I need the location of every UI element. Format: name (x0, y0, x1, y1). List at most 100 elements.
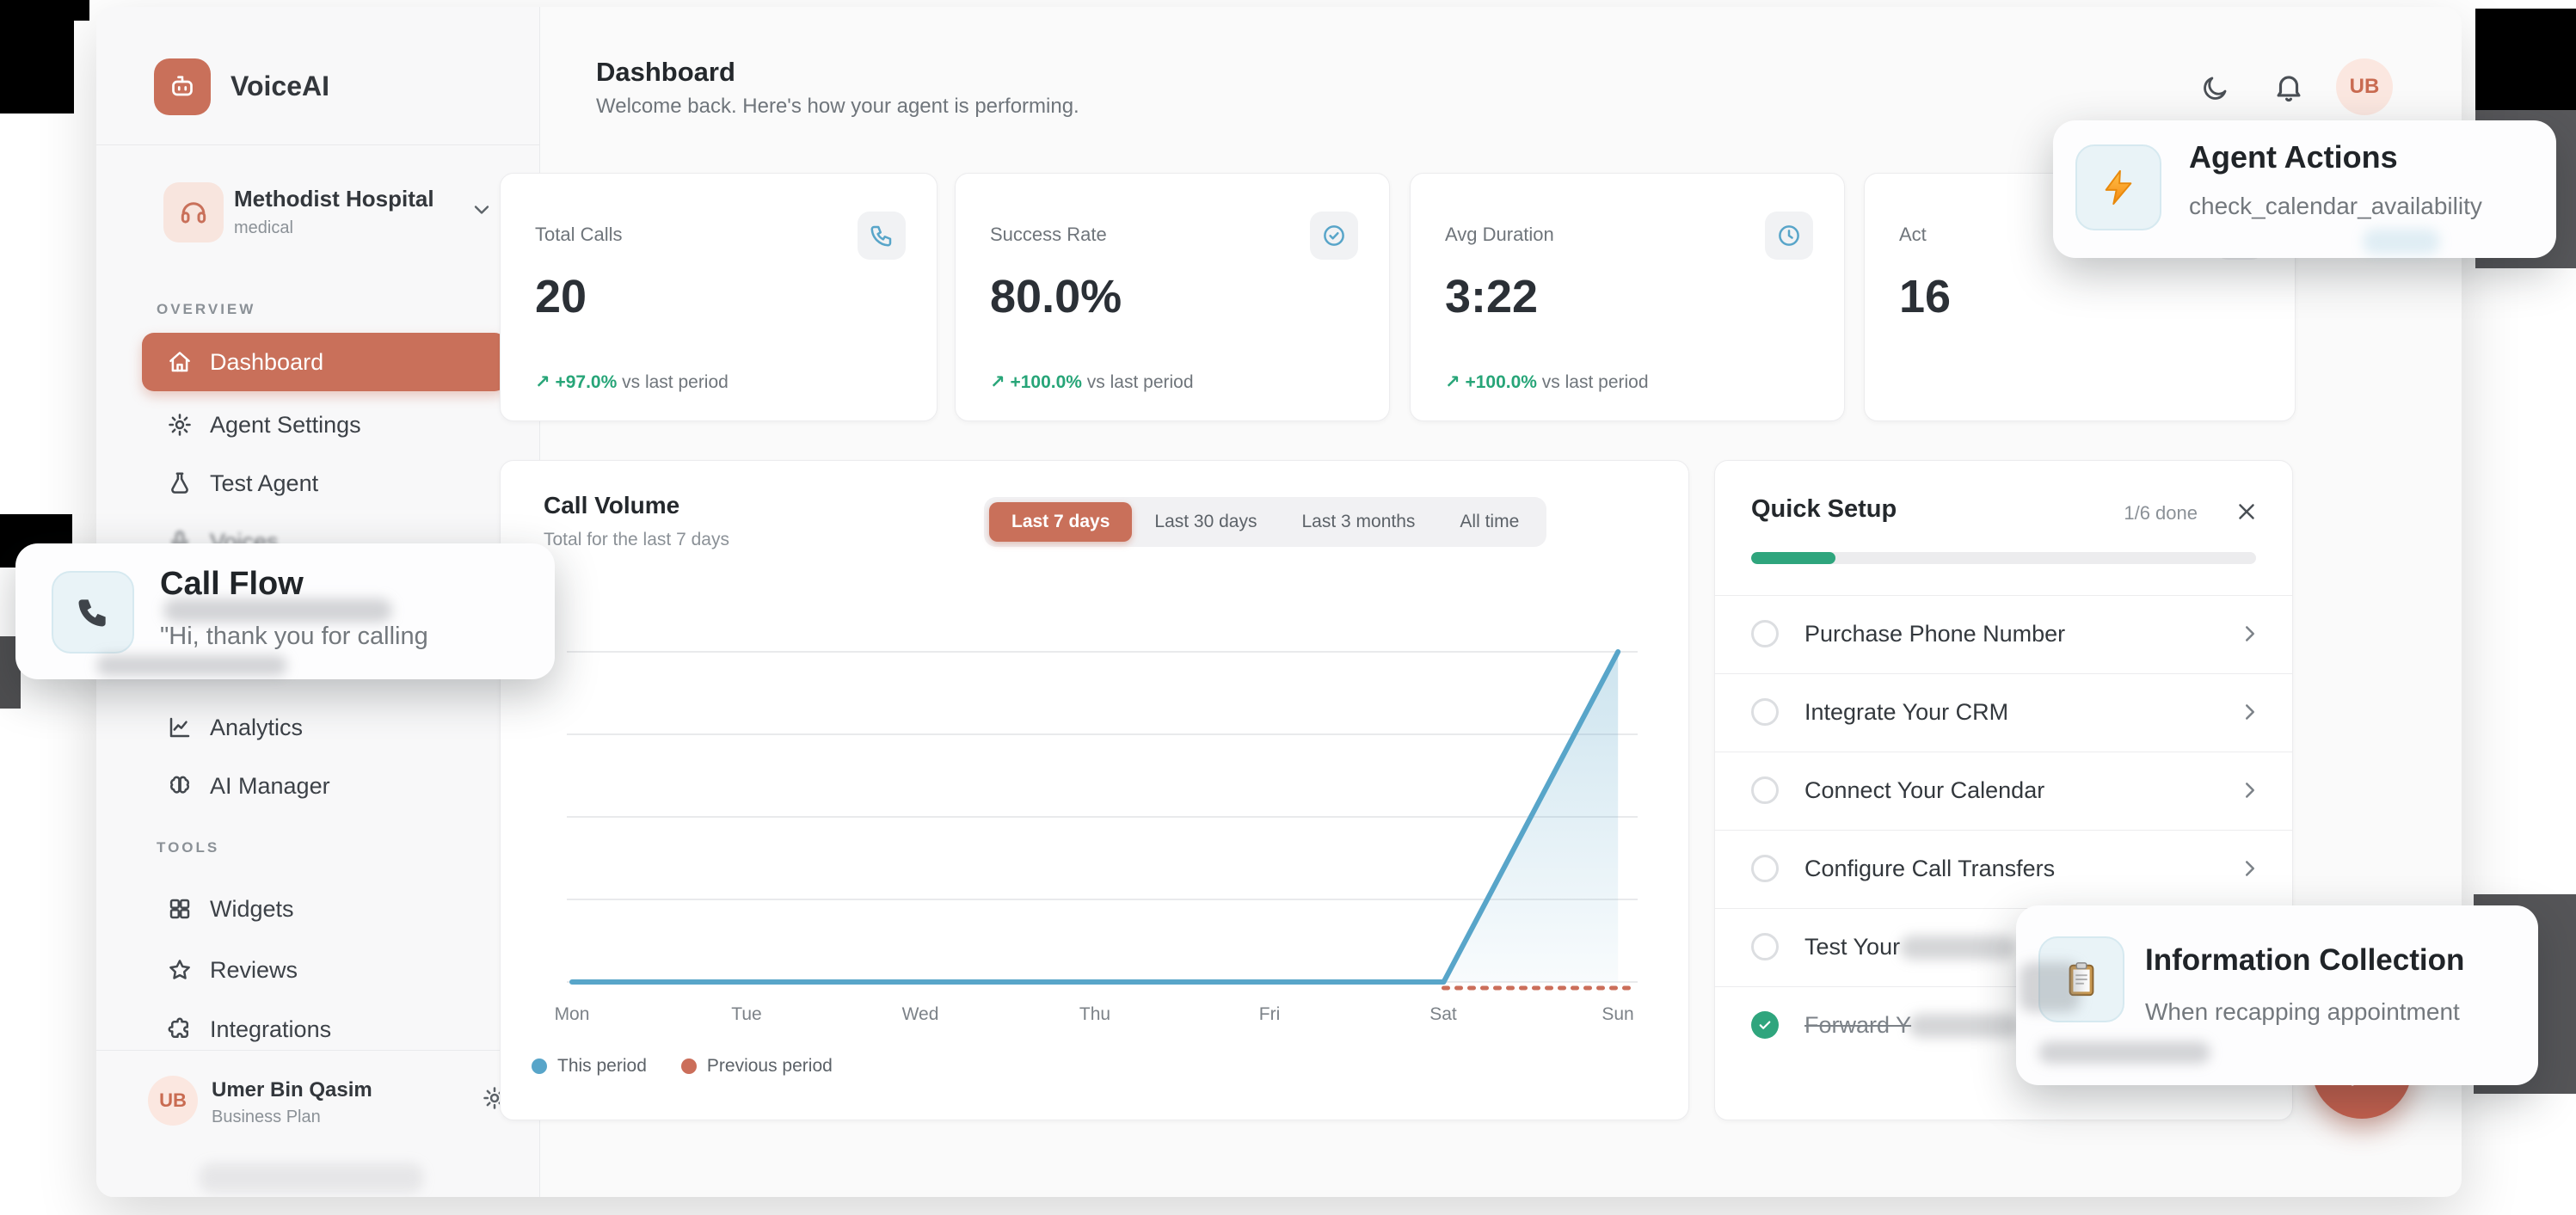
voiceai-logo (154, 58, 211, 115)
legend-label: Previous period (706, 1056, 833, 1076)
sidebar-item-dashboard[interactable]: Dashboard (142, 333, 507, 391)
x-axis-label: Sat (1429, 1004, 1457, 1024)
blur-smudge (200, 1163, 423, 1193)
puzzle-icon (168, 1017, 188, 1038)
blur-smudge (96, 655, 287, 676)
tab-all-time[interactable]: All time (1460, 512, 1520, 531)
row-divider (1715, 908, 2292, 909)
chart-legend: This period Previous period (532, 1056, 833, 1077)
sidebar-item-ai-manager[interactable]: AI Manager (142, 757, 507, 815)
chevron-right-icon (2237, 699, 2263, 725)
nav-label: AI Manager (210, 772, 330, 799)
sidebar-item-reviews[interactable]: Reviews (142, 941, 507, 999)
legend-dot-previous-period (680, 1059, 697, 1074)
robot-icon (172, 76, 193, 96)
x-axis-label: Fri (1258, 1004, 1281, 1024)
user-avatar: UB (148, 1076, 198, 1126)
row-divider (1715, 830, 2292, 831)
pending-circle-icon (1751, 933, 1779, 960)
setup-item-forward-your-calls[interactable]: Forward Y (1715, 986, 2292, 1065)
sidebar-item-analytics[interactable]: Analytics (142, 698, 507, 757)
section-label-tools: TOOLS (157, 839, 220, 856)
user-name: Umer Bin Qasim (212, 1078, 372, 1101)
stat-card-total-calls: Total Calls 20 ↗ +97.0% vs last period (500, 173, 938, 421)
trend-arrow-icon: ↗ (535, 372, 550, 392)
backdrop-block-top-left-2 (0, 0, 74, 114)
nav-label: Test Agent (210, 469, 319, 496)
stat-value: 3:22 (1445, 271, 1539, 322)
tab-last-7-days[interactable]: Last 7 days (989, 502, 1133, 542)
app-window: VoiceAI Methodist Hospital medical OVERV… (96, 7, 2462, 1197)
tab-last-30-days[interactable]: Last 30 days (1154, 512, 1257, 531)
nav-label: Integrations (210, 1016, 332, 1042)
stat-delta: ↗ +97.0% vs last period (535, 372, 729, 392)
call-volume-chart (567, 649, 1638, 991)
notifications-bell-icon[interactable] (2272, 71, 2305, 103)
quick-setup-progress-bar (1751, 552, 2256, 564)
lightning-icon (2075, 144, 2161, 230)
legend-label: This period (557, 1056, 647, 1076)
gear-icon (169, 414, 191, 436)
trend-arrow-icon: ↗ (1445, 372, 1460, 392)
blur-smudge (163, 598, 392, 623)
x-axis-label: Wed (901, 1004, 939, 1024)
sidebar-item-widgets[interactable]: Widgets (142, 880, 507, 938)
x-axis-label: Sun (1602, 1004, 1634, 1024)
setup-item-connect-calendar[interactable]: Connect Your Calendar (1715, 752, 2292, 830)
clock-icon (1765, 212, 1813, 260)
sidebar-item-agent-settings[interactable]: Agent Settings (142, 396, 507, 454)
setup-item-purchase-phone-number[interactable]: Purchase Phone Number (1715, 595, 2292, 673)
stat-value: 80.0% (990, 271, 1122, 322)
setup-item-integrate-crm[interactable]: Integrate Your CRM (1715, 673, 2292, 752)
callout-title: Call Flow (160, 566, 304, 602)
callout-title: Information Collection (2145, 943, 2465, 977)
blur-smudge (1909, 1014, 2020, 1038)
sidebar-item-test-agent[interactable]: Test Agent (142, 454, 507, 512)
headset-icon (163, 182, 224, 242)
stat-value: 16 (1899, 271, 1952, 322)
call-volume-title: Call Volume (544, 492, 680, 519)
information-collection-callout: Information Collection When recapping ap… (2016, 905, 2538, 1085)
clipboard-icon (2038, 936, 2124, 1022)
dark-mode-moon-icon[interactable] (2200, 74, 2229, 103)
row-divider (1715, 986, 2292, 987)
header-avatar[interactable]: UB (2336, 58, 2393, 115)
sidebar-item-integrations[interactable]: Integrations (142, 1000, 507, 1059)
flask-icon (171, 472, 188, 494)
setup-item-configure-call-transfers[interactable]: Configure Call Transfers (1715, 830, 2292, 908)
stat-delta: ↗ +100.0% vs last period (990, 372, 1194, 392)
x-axis-label: Tue (731, 1004, 762, 1024)
blur-smudge (2020, 962, 2080, 1012)
call-flow-callout: Call Flow "Hi, thank you for calling (15, 543, 555, 679)
row-divider (1715, 595, 2292, 596)
stat-label: Success Rate (990, 224, 1107, 245)
pending-circle-icon (1751, 776, 1779, 804)
x-axis-label: Mon (554, 1004, 590, 1024)
grid-icon (169, 899, 190, 919)
callout-subtitle: check_calendar_availability (2189, 193, 2482, 219)
chevron-down-icon (470, 198, 494, 222)
stat-delta: ↗ +100.0% vs last period (1445, 372, 1649, 392)
home-icon (169, 352, 190, 372)
nav-label: Widgets (210, 895, 294, 922)
call-volume-subtitle: Total for the last 7 days (544, 530, 729, 549)
sidebar-divider (96, 144, 539, 145)
close-icon[interactable] (2234, 499, 2259, 525)
time-range-tabs: Last 7 days Last 30 days Last 3 months A… (984, 497, 1547, 547)
nav-label: Reviews (210, 956, 298, 983)
brain-icon (170, 776, 189, 794)
pending-circle-icon (1751, 855, 1779, 882)
page-title: Dashboard (596, 57, 735, 87)
quick-setup-progress-label: 1/6 done (2124, 502, 2198, 524)
row-divider (1715, 673, 2292, 674)
chevron-right-icon (2237, 621, 2263, 647)
setup-item-test-your-agent[interactable]: Test Your (1715, 908, 2292, 986)
done-check-icon (1751, 1011, 1779, 1039)
blur-smudge (1900, 936, 2016, 960)
quick-setup-title: Quick Setup (1751, 495, 1897, 523)
legend-dot-this-period (532, 1059, 547, 1074)
stat-card-avg-duration: Avg Duration 3:22 ↗ +100.0% vs last peri… (1410, 173, 1845, 421)
agent-actions-callout: Agent Actions check_calendar_availabilit… (2053, 120, 2556, 258)
stat-label: Total Calls (535, 224, 623, 245)
tab-last-3-months[interactable]: Last 3 months (1301, 512, 1416, 531)
